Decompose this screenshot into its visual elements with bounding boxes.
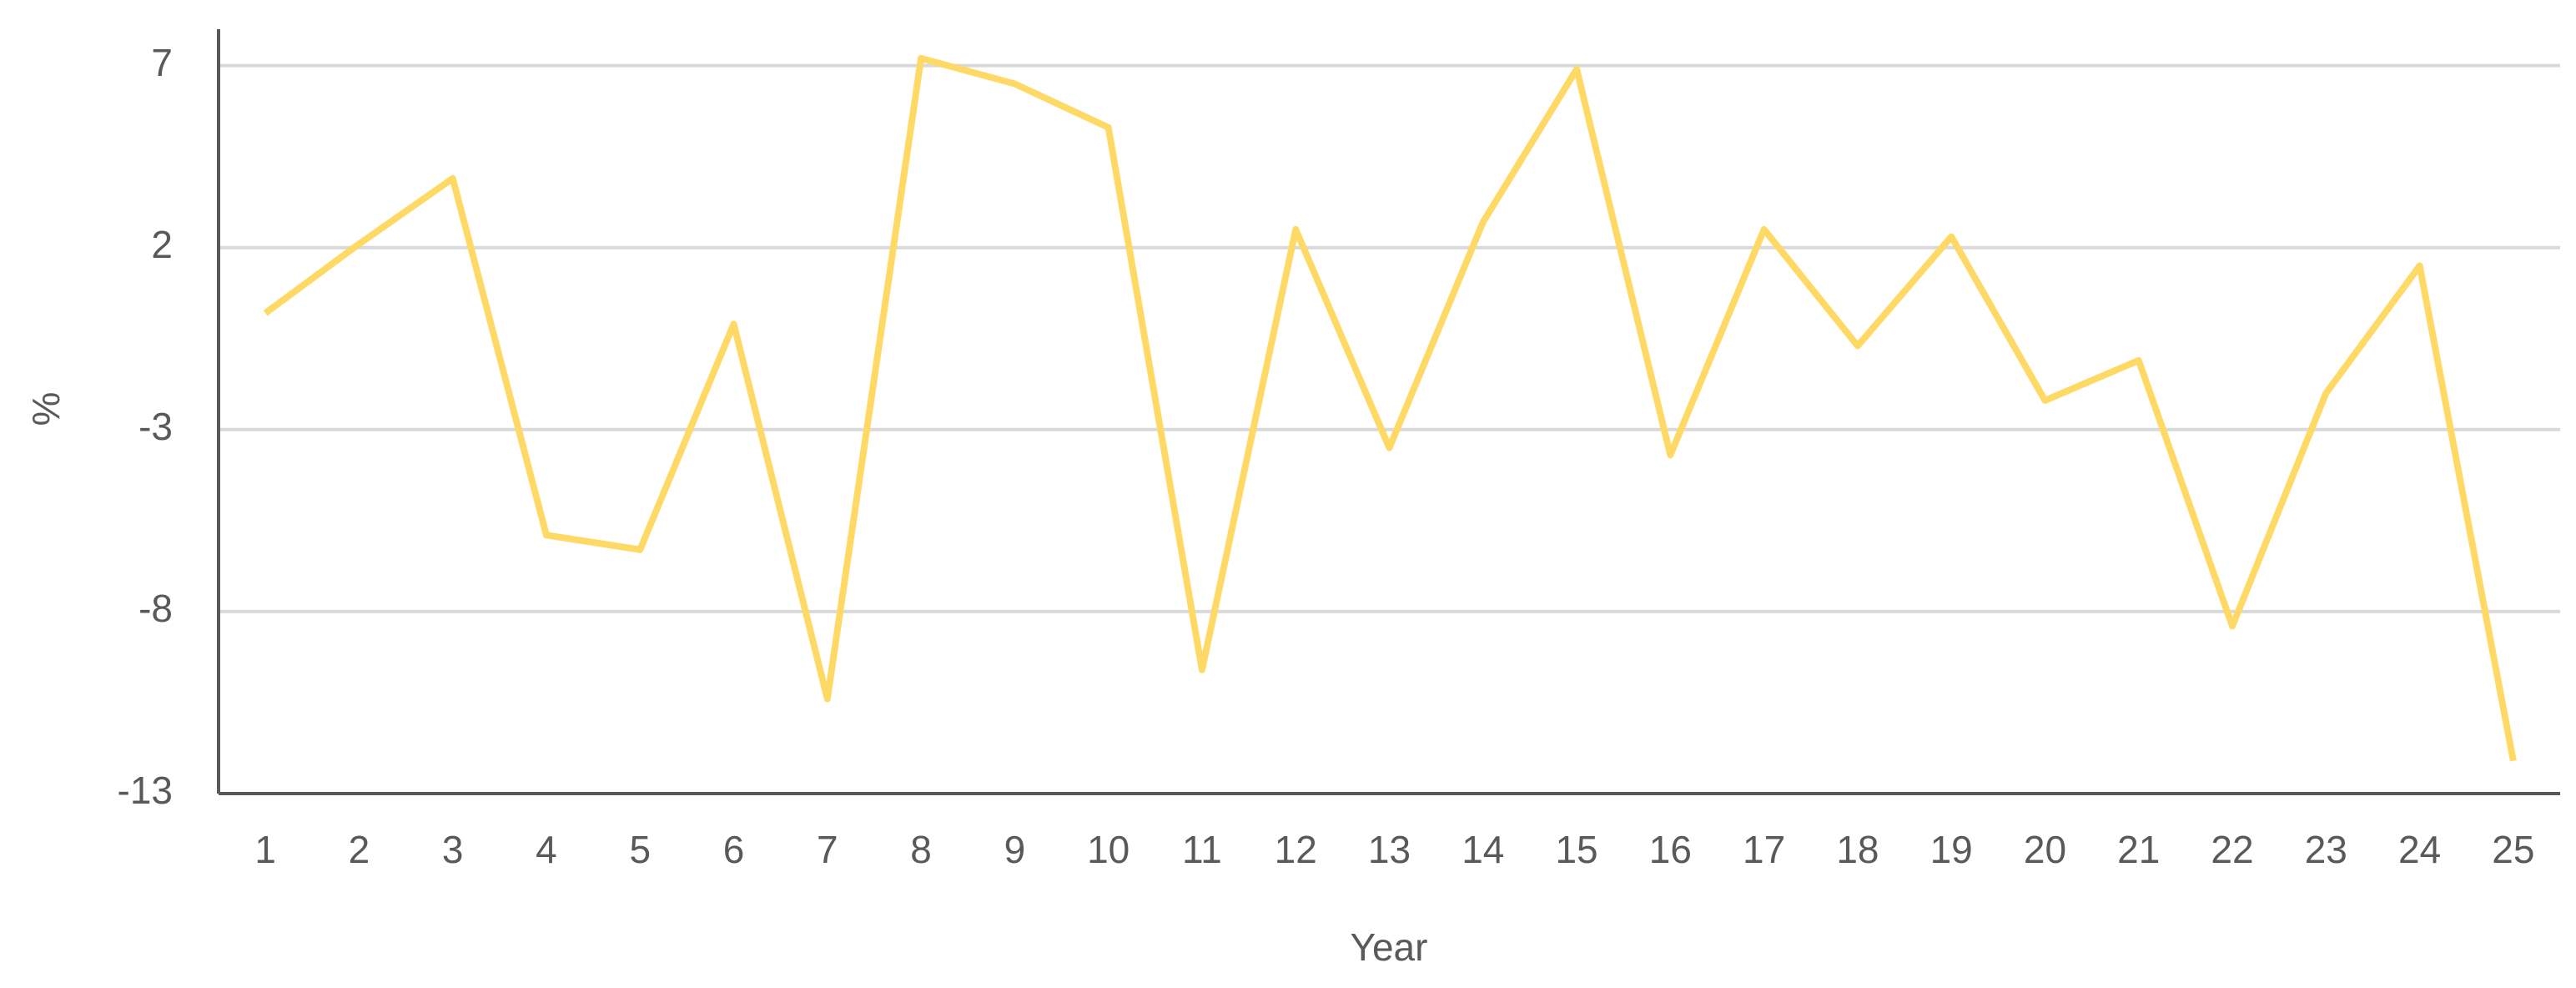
- x-tick-label: 24: [2398, 828, 2441, 871]
- x-tick-label: 17: [1743, 828, 1785, 871]
- x-tick-label: 22: [2211, 828, 2253, 871]
- data-line: [263, 54, 2517, 762]
- x-tick-label: 15: [1555, 828, 1597, 871]
- x-tick-label: 14: [1462, 828, 1504, 871]
- x-tick-label: 1: [254, 828, 276, 871]
- x-tick-label: 2: [349, 828, 370, 871]
- x-tick-label: 18: [1836, 828, 1879, 871]
- x-tick-label: 4: [536, 828, 557, 871]
- x-tick-label: 8: [910, 828, 932, 871]
- x-tick-label: 6: [723, 828, 745, 871]
- y-tick-label: -13: [118, 769, 173, 812]
- y-tick-label: -8: [138, 587, 173, 630]
- x-tick-label: 13: [1368, 828, 1411, 871]
- x-tick-label: 20: [2024, 828, 2066, 871]
- x-tick-label: 12: [1275, 828, 1317, 871]
- x-tick-label: 11: [1182, 828, 1222, 871]
- y-axis-label: %: [24, 392, 68, 426]
- x-tick-label: 21: [2117, 828, 2160, 871]
- x-tick-label: 23: [2305, 828, 2347, 871]
- x-tick-label: 19: [1930, 828, 1973, 871]
- y-tick-label: -3: [138, 405, 173, 448]
- x-tick-label: 9: [1004, 828, 1026, 871]
- x-tick-label: 10: [1087, 828, 1130, 871]
- x-tick-label: 7: [817, 828, 838, 871]
- y-tick-label: 2: [151, 223, 173, 266]
- x-tick-label: 5: [629, 828, 651, 871]
- x-tick-label: 16: [1649, 828, 1692, 871]
- x-tick-label: 3: [442, 828, 464, 871]
- x-tick-label: 25: [2492, 828, 2534, 871]
- y-tick-label: 7: [151, 41, 173, 84]
- x-axis-label: Year: [1351, 925, 1428, 969]
